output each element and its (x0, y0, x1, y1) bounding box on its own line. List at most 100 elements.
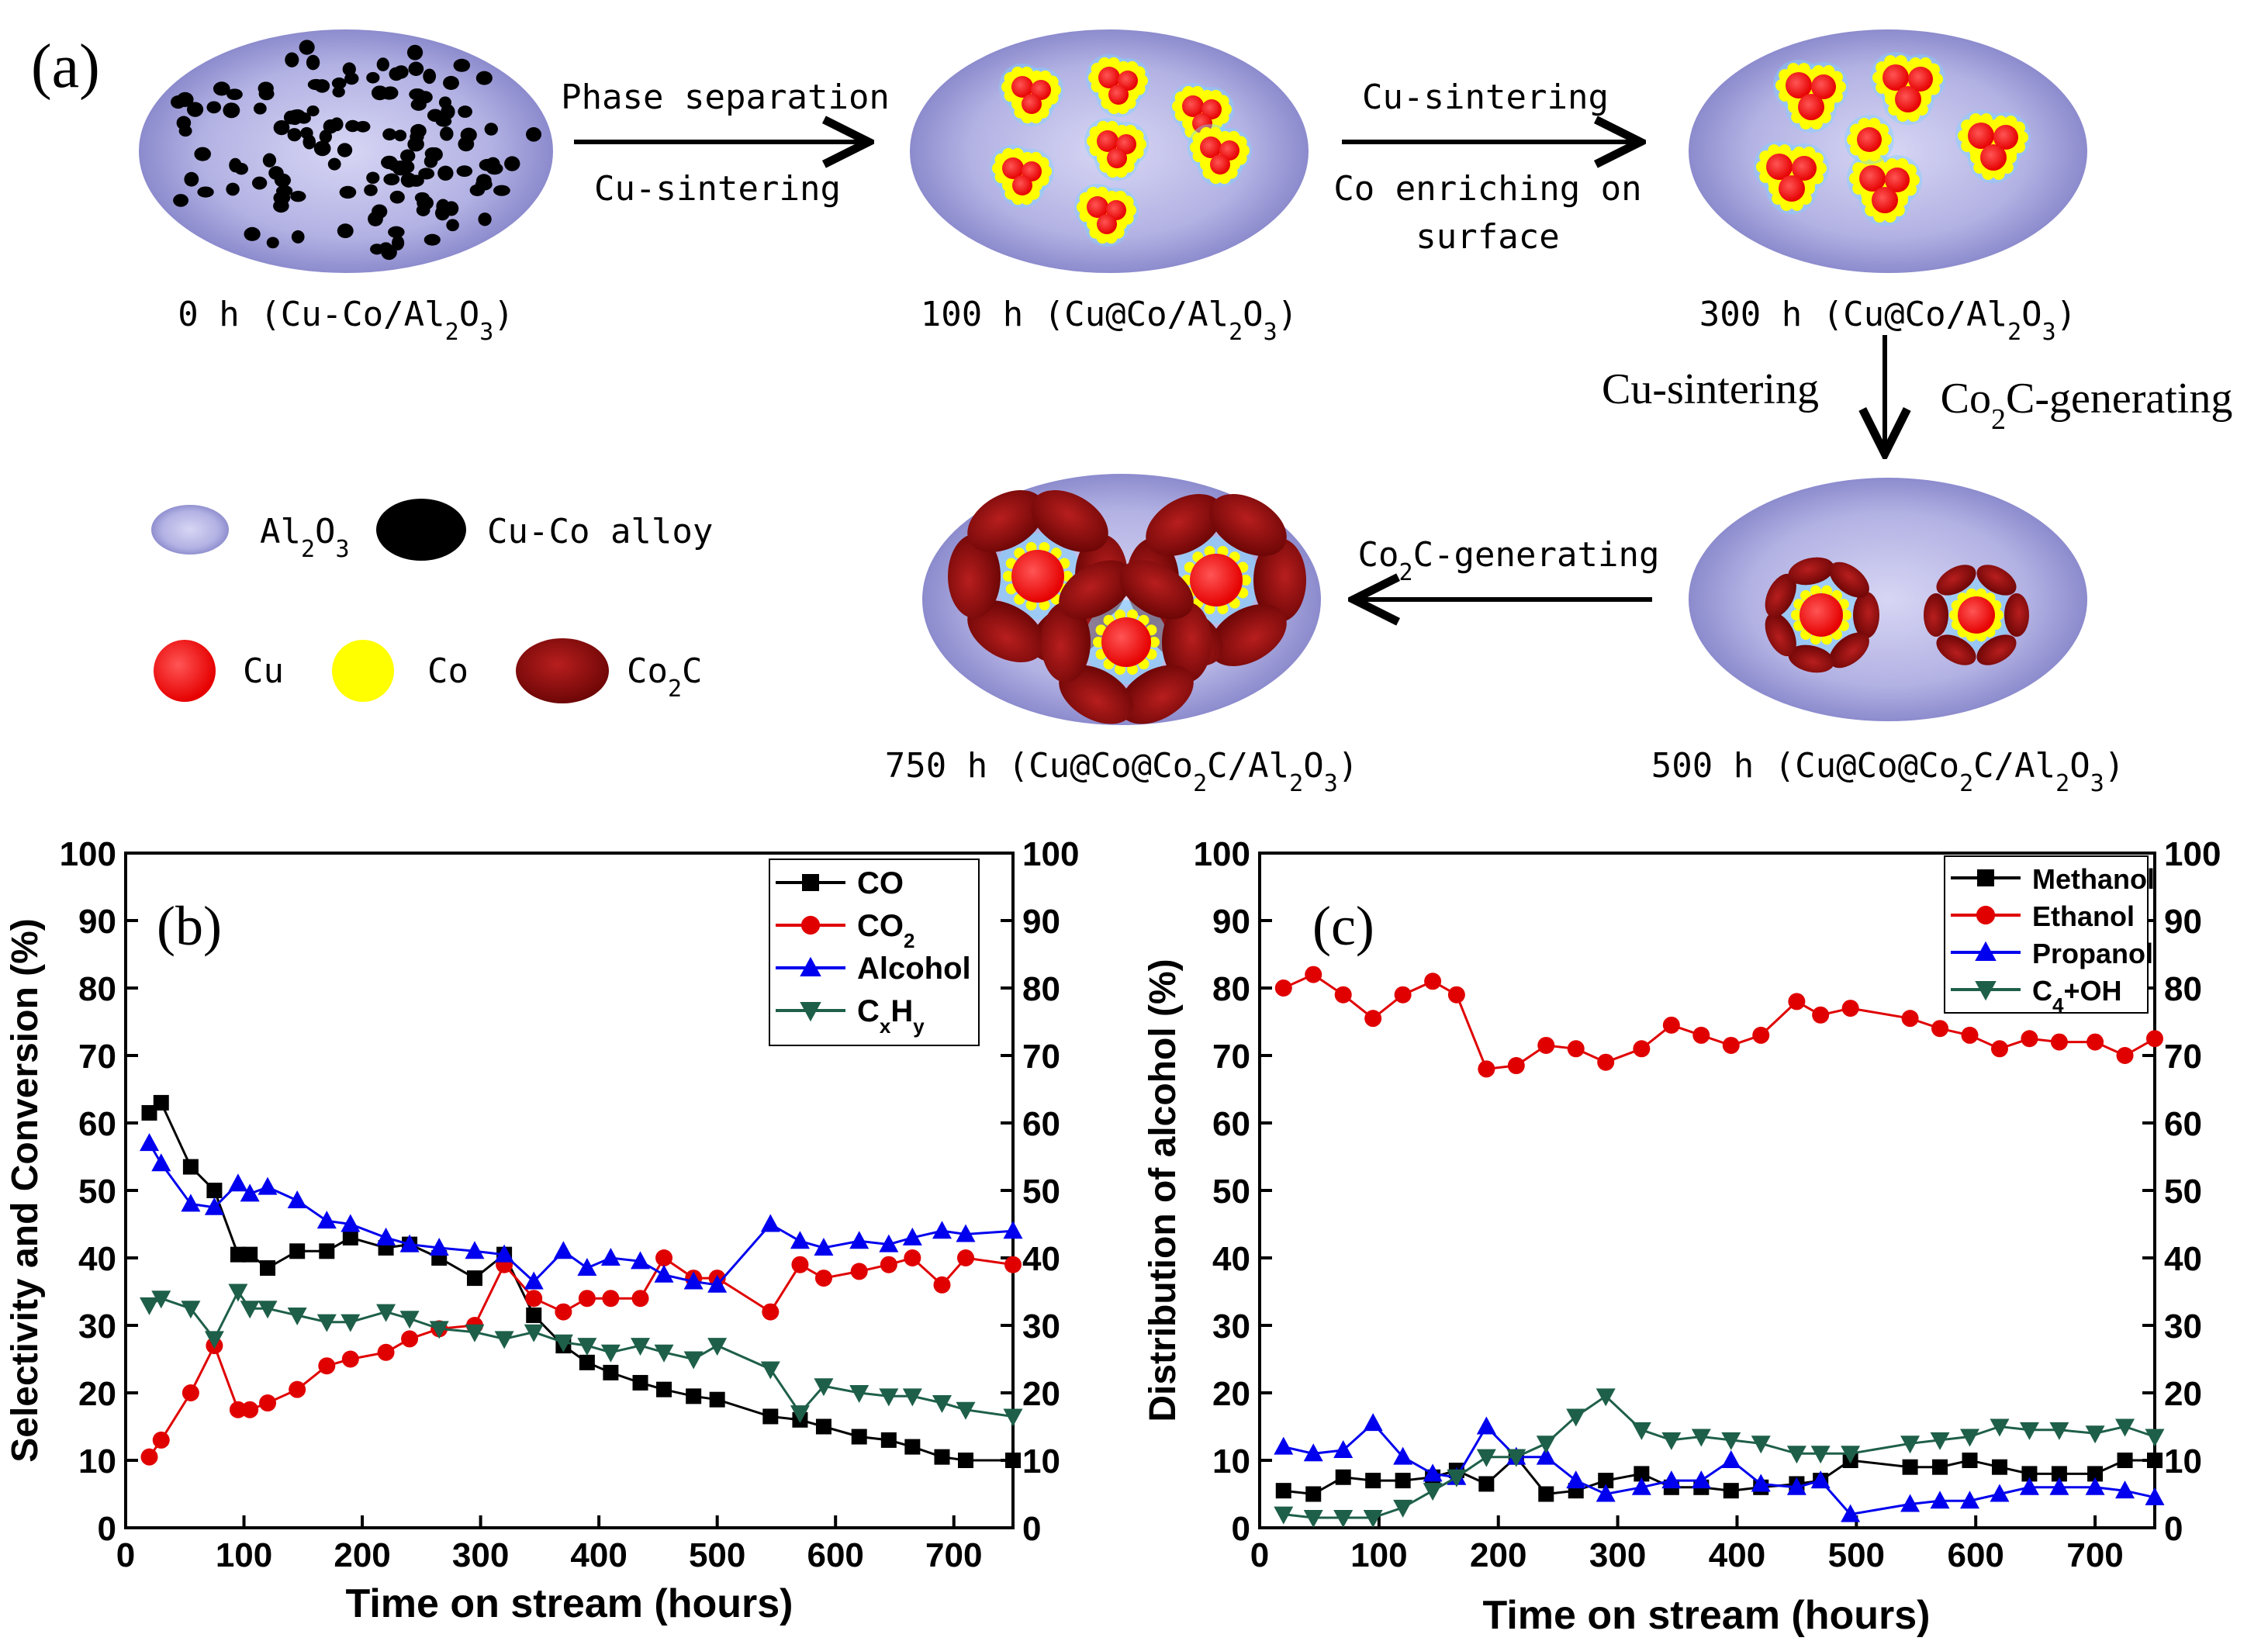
y-tick-label: 50 (2164, 1173, 2202, 1211)
alloy-particle (290, 191, 306, 202)
cu-co-cluster (1188, 124, 1252, 187)
stage-750h-particle (918, 469, 1326, 730)
cu-core (1883, 64, 1909, 91)
cu-core (1779, 175, 1805, 202)
series-cxhy (140, 1284, 1023, 1427)
data-point (1365, 1473, 1381, 1489)
legend-item: C4+OH (1951, 975, 2122, 1017)
data-point (1538, 1486, 1554, 1502)
series-group (1274, 966, 2165, 1528)
co-atom (1200, 126, 1213, 140)
x-tick-label: 200 (1470, 1536, 1526, 1574)
caption-0h: 0 h (Cu-Co/Al2O3) (178, 295, 514, 346)
series-c4-oh (1274, 1388, 2165, 1528)
legend-marker (800, 1002, 821, 1022)
data-point (2146, 1030, 2163, 1048)
data-point (1990, 1484, 2010, 1502)
caption-500h: 500 h (Cu@Co@Co2C/Al2O3) (1651, 746, 2125, 797)
cu-core (1792, 156, 1817, 181)
y-axis-right: 0 10 20 30 40 50 60 70 80 90 100 (1001, 835, 1079, 1548)
chart-c-alcohol-distribution: (c) 0 100 200 300 400 500 600 700 0102030405060… (1143, 835, 2221, 1638)
data-point (494, 1331, 514, 1349)
co2c-particle (2004, 593, 2029, 637)
data-point (850, 1263, 868, 1280)
data-point (956, 1401, 976, 1420)
alloy-particle (303, 134, 316, 150)
y-tick-label: 30 (1212, 1308, 1250, 1346)
alloy-particle (409, 88, 426, 101)
y-tick-label: 80 (1212, 970, 1250, 1008)
data-point (956, 1224, 976, 1242)
alloy-particle (285, 52, 299, 67)
y-tick-label: 90 (1022, 903, 1060, 941)
legend-marker (800, 956, 821, 976)
stage-500h-particle (1684, 473, 2092, 726)
y-axis-right: 0 10 20 30 40 50 60 70 80 90 100 (2142, 835, 2221, 1548)
data-point (1662, 1016, 1680, 1034)
data-point (814, 1237, 834, 1256)
co-atom (1883, 209, 1896, 223)
alloy-particle (291, 230, 305, 244)
y-tick-label: 80 (78, 970, 116, 1008)
series-group (140, 1094, 1023, 1468)
alloy-particle (226, 88, 243, 100)
x-axis: 0 100 200 300 400 500 600 700 (1250, 1515, 2124, 1574)
data-point (762, 1303, 780, 1321)
cu-co-cluster (1847, 153, 1922, 226)
alloy-particle (399, 149, 416, 163)
co-atom (1803, 182, 1815, 195)
legend-label: CO (857, 866, 904, 900)
co2c-swatch (516, 638, 609, 703)
alloy-particle (416, 204, 430, 216)
co-atom (1907, 109, 1920, 122)
co-atom (1862, 194, 1874, 206)
co-atom (1969, 113, 1983, 126)
data-point (553, 1241, 573, 1259)
data-point (401, 1330, 419, 1348)
co-atom (1793, 147, 1806, 160)
data-point (181, 1301, 201, 1319)
alloy-particle (441, 104, 455, 119)
x-tick-label: 100 (1350, 1536, 1407, 1574)
data-point (1633, 1040, 1651, 1058)
alloy-particle (526, 127, 542, 142)
alloy-particle (253, 102, 267, 115)
legend-item: Propanol (1951, 938, 2153, 969)
alloy-particle (314, 79, 330, 93)
alloy-particle (299, 40, 315, 55)
data-point (656, 1381, 672, 1398)
data-point (579, 1354, 595, 1370)
data-point (2085, 1425, 2105, 1444)
series-co2 (140, 1249, 1022, 1466)
data-point (1810, 1470, 1831, 1489)
data-point (683, 1351, 704, 1370)
cu-core (1908, 67, 1933, 92)
data-point (1961, 1026, 1979, 1044)
data-point (1930, 1432, 1950, 1450)
alloy-particle (366, 71, 380, 84)
data-point (957, 1453, 973, 1468)
co-atom (1218, 171, 1231, 185)
co-atom (1800, 116, 1813, 130)
data-point (1752, 1026, 1770, 1044)
alloy-particle (330, 117, 344, 132)
series-alcohol (140, 1133, 1023, 1293)
alloy-particle (266, 237, 279, 249)
co2c-particle (1119, 665, 1194, 724)
alloy-particle (456, 165, 473, 178)
data-point (1634, 1466, 1650, 1482)
data-point (1597, 1053, 1615, 1071)
data-point (1303, 1509, 1323, 1528)
co-atom (1788, 101, 1800, 113)
y-tick-label: 40 (78, 1240, 116, 1278)
data-point (1478, 1476, 1495, 1492)
co-atom (1858, 118, 1871, 131)
data-point (1598, 1473, 1614, 1489)
co-atom (1775, 79, 1788, 92)
co2c-particle (1924, 593, 1948, 637)
alloy-particle (427, 147, 443, 162)
y-tick-label: 50 (1212, 1173, 1250, 1211)
co-atom (1029, 111, 1042, 124)
co-atom (1780, 198, 1793, 211)
data-point (577, 1258, 597, 1277)
